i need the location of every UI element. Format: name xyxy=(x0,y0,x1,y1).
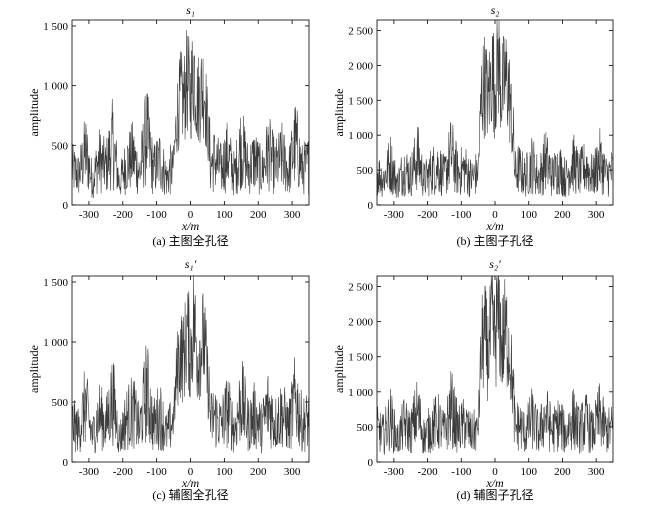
series-line xyxy=(71,29,310,199)
x-tick-label: 300 xyxy=(284,466,301,478)
series-line xyxy=(71,275,310,454)
y-tick-label: 1 000 xyxy=(348,387,373,399)
x-tick-label: 0 xyxy=(492,466,498,478)
x-tick-label: -100 xyxy=(451,209,472,221)
x-tick-label: -100 xyxy=(147,466,168,478)
x-tick-label: 0 xyxy=(188,209,194,221)
y-axis-label: amplitude xyxy=(332,89,346,137)
x-tick-label: -300 xyxy=(384,209,405,221)
y-tick-label: 0 xyxy=(368,200,374,212)
x-tick-label: 300 xyxy=(284,209,301,221)
x-tick-label: 0 xyxy=(492,209,498,221)
x-axis-label: x/m xyxy=(485,476,504,490)
chart-title: s₂′ xyxy=(489,257,501,271)
x-tick-label: -200 xyxy=(113,466,134,478)
series-line xyxy=(376,275,614,455)
y-tick-label: 2 500 xyxy=(348,25,373,37)
x-tick-label: 200 xyxy=(554,209,571,221)
x-tick-label: 0 xyxy=(188,466,194,478)
y-tick-label: 1 000 xyxy=(348,130,373,142)
x-tick-label: 100 xyxy=(216,466,233,478)
chart-title: s₁′ xyxy=(185,257,197,271)
x-tick-label: 100 xyxy=(216,209,233,221)
x-tick-label: -300 xyxy=(384,466,405,478)
x-tick-label: -200 xyxy=(417,209,438,221)
x-tick-label: -200 xyxy=(417,466,438,478)
y-tick-label: 500 xyxy=(357,165,374,177)
y-axis-label: amplitude xyxy=(27,89,41,137)
x-tick-label: 200 xyxy=(250,209,267,221)
chart-title: s₁ xyxy=(186,3,195,17)
y-tick-label: 1 000 xyxy=(43,337,68,349)
y-tick-label: 500 xyxy=(52,140,69,152)
x-tick-label: 200 xyxy=(554,466,571,478)
y-tick-label: 1 500 xyxy=(348,352,373,364)
y-tick-label: 2 000 xyxy=(348,60,373,72)
x-tick-label: 300 xyxy=(588,466,605,478)
y-tick-label: 1 500 xyxy=(43,277,68,289)
x-tick-label: 100 xyxy=(520,466,537,478)
x-axis-label: x/m xyxy=(181,219,200,233)
y-tick-label: 2 000 xyxy=(348,317,373,329)
y-tick-label: 2 500 xyxy=(348,282,373,294)
y-tick-label: 1 500 xyxy=(43,21,68,33)
x-tick-label: -100 xyxy=(147,209,168,221)
panel-caption: (c) 辅图全孔径 xyxy=(152,487,228,502)
x-tick-label: -300 xyxy=(79,209,100,221)
x-tick-label: -200 xyxy=(113,209,134,221)
x-axis-label: x/m xyxy=(181,476,200,490)
series-line xyxy=(376,19,614,199)
y-tick-label: 1 500 xyxy=(348,95,373,107)
y-tick-label: 500 xyxy=(357,422,374,434)
y-tick-label: 0 xyxy=(368,457,374,469)
y-tick-label: 1 000 xyxy=(43,81,68,93)
x-tick-label: -300 xyxy=(79,466,100,478)
x-tick-label: 300 xyxy=(588,209,605,221)
x-tick-label: -100 xyxy=(451,466,472,478)
x-tick-label: 100 xyxy=(520,209,537,221)
y-axis-label: amplitude xyxy=(27,345,41,393)
panel-caption: (d) 辅图子孔径 xyxy=(457,488,534,502)
y-tick-label: 0 xyxy=(63,457,69,469)
panel-caption: (b) 主图子孔径 xyxy=(457,234,534,248)
x-tick-label: 200 xyxy=(250,466,267,478)
chart-title: s₂ xyxy=(491,3,500,17)
x-axis-label: x/m xyxy=(485,219,504,233)
y-tick-label: 500 xyxy=(52,397,69,409)
y-tick-label: 0 xyxy=(63,200,69,212)
y-axis-label: amplitude xyxy=(332,345,346,393)
panel-caption: (a) 主图全孔径 xyxy=(152,233,228,248)
